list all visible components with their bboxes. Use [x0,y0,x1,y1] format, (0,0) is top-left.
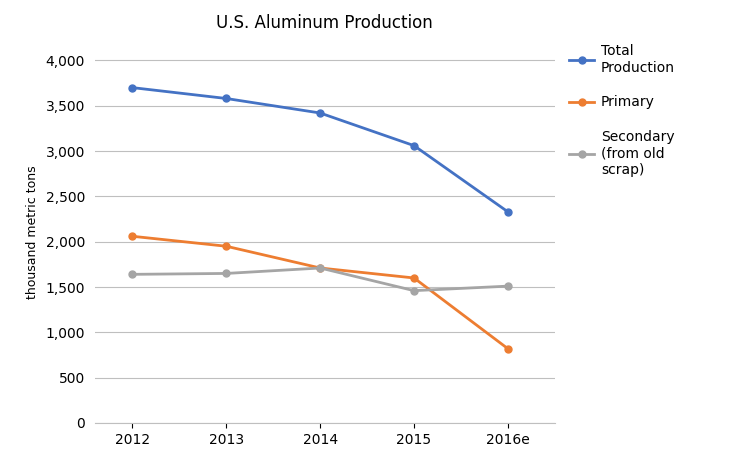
Line: Primary: Primary [129,233,511,352]
Primary [504,346,512,352]
Primary [410,275,418,281]
Y-axis label: thousand metric tons: thousand metric tons [26,166,39,299]
Total
Production [316,110,325,116]
Secondary
(from old
scrap) [504,283,512,289]
Primary [128,234,137,239]
Total
Production [128,85,137,90]
Total
Production [504,209,512,215]
Secondary
(from old
scrap) [128,272,137,277]
Secondary
(from old
scrap) [410,288,418,293]
Line: Secondary
(from old
scrap): Secondary (from old scrap) [129,265,511,294]
Secondary
(from old
scrap) [222,271,231,276]
Primary [316,265,325,271]
Total
Production [410,143,418,149]
Title: U.S. Aluminum Production: U.S. Aluminum Production [217,15,433,32]
Line: Total
Production: Total Production [129,84,511,215]
Primary [222,243,231,249]
Total
Production [222,96,231,102]
Legend: Total
Production, Primary, Secondary
(from old
scrap): Total Production, Primary, Secondary (fr… [566,42,678,180]
Secondary
(from old
scrap) [316,265,325,271]
